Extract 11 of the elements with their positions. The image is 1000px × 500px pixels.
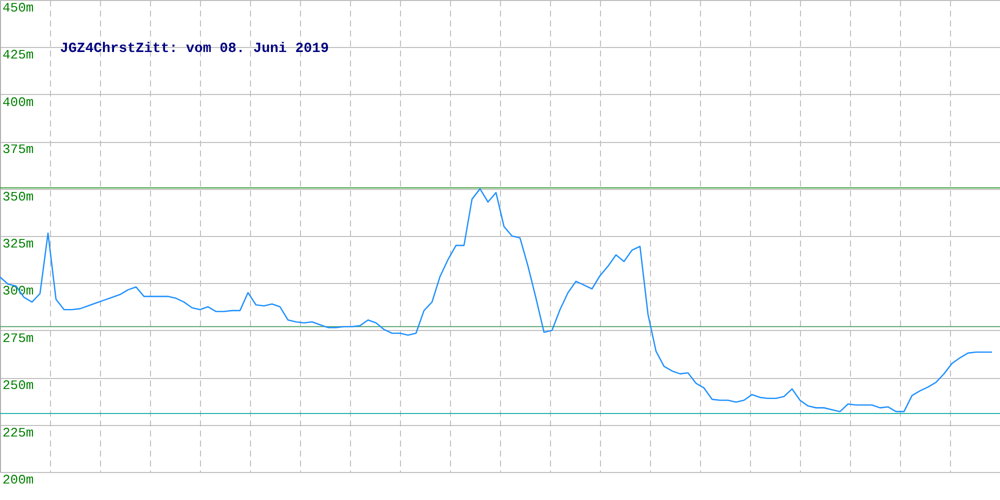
y-tick-label: 200m: [2, 472, 34, 488]
y-tick-label: 425m: [2, 48, 34, 63]
y-tick-label: 400m: [2, 94, 34, 110]
text: JGZ4ChrstZitt: vom 08. Juni 2019: [60, 41, 329, 57]
y-tick-label: 450m: [2, 0, 34, 16]
y-tick-label: 250m: [2, 378, 34, 394]
y-tick-label: 225m: [2, 425, 34, 440]
y-tick-label: 375m: [2, 142, 34, 158]
y-tick-label: 325m: [2, 236, 34, 252]
y-tick-label: 275m: [2, 330, 34, 346]
y-tick-label: 350m: [2, 189, 34, 204]
